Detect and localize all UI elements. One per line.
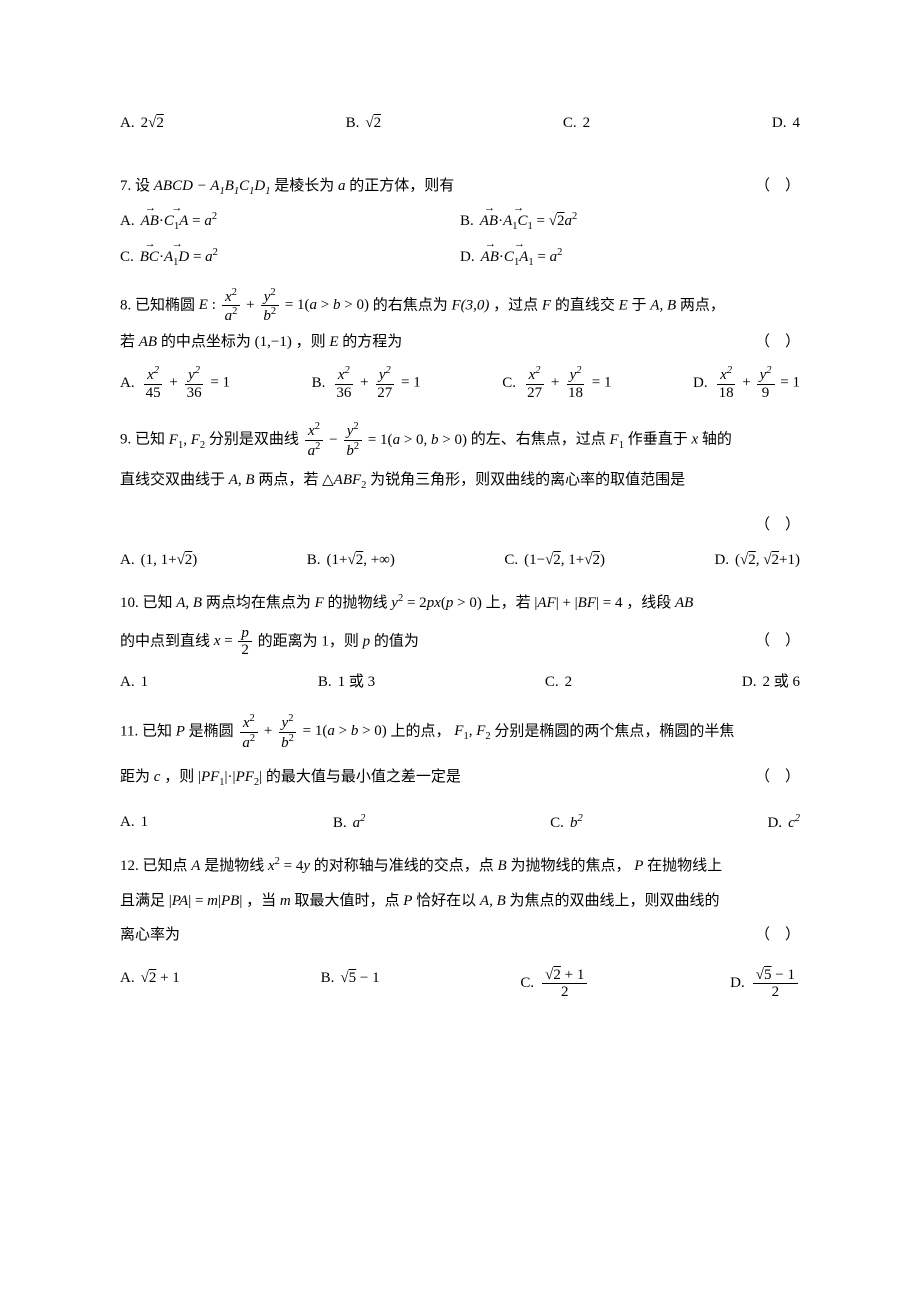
q9-stem-line2: 直线交双曲线于 A, B 两点，若 △ABF2 为锐角三角形，则双曲线的离心率的… [120,469,800,494]
q7-stem: 7. 设 ABCD − A1B1C1D1 是棱长为 a 的正方体，则有 （ ） [120,175,800,200]
q9-option-d: D. (√2, √2+1) [714,549,800,572]
q10-option-a: A. 1 [120,671,148,694]
q7-options-row1: A. AB·C1A = a2 B. AB·A1C1 = √2a2 [120,209,800,235]
opt-value: 2√2 [141,112,164,135]
q10-option-b: B. 1 或 3 [318,671,375,694]
q8-option-a: A. x245 + y236 = 1 [120,365,230,401]
q8-option-b: B. x236 + y227 = 1 [312,365,421,401]
q6-option-a: A. 2√2 [120,112,164,135]
q10: 10. 已知 A, B 两点均在焦点为 F 的抛物线 y2 = 2px(p > … [120,591,800,693]
answer-paren: （ ） [755,766,800,789]
q11-option-c: C. b2 [550,811,583,835]
answer-paren: （ ） [755,514,800,537]
q7-text: 7. 设 ABCD − A1B1C1D1 是棱长为 a 的正方体，则有 [120,175,454,200]
q9-option-c: C. (1−√2, 1+√2) [504,549,605,572]
q6-option-c: C. 2 [563,112,590,135]
q12-stem-line2: 且满足 |PA| = m|PB| ，当 m 取最大值时，点 P 恰好在以 A, … [120,890,800,913]
q9-options: A. (1, 1+√2) B. (1+√2, +∞) C. (1−√2, 1+√… [120,549,800,572]
q6-option-b: B. √2 [346,112,382,135]
q7-option-d: D. AB·C1A1 = a2 [460,245,800,271]
q7-option-c: C. BC·A1D = a2 [120,245,460,271]
opt-label: D. [772,112,787,135]
q8-option-d: D. x218 + y29 = 1 [693,365,800,401]
answer-paren: （ ） [755,331,800,354]
q9-option-a: A. (1, 1+√2) [120,549,197,572]
q10-options: A. 1 B. 1 或 3 C. 2 D. 2 或 6 [120,671,800,694]
answer-paren: （ ） [755,924,800,947]
q8-options: A. x245 + y236 = 1 B. x236 + y227 = 1 C.… [120,365,800,401]
q11-options: A. 1 B. a2 C. b2 D. c2 [120,811,800,835]
opt-label: B. [346,112,360,135]
q12-option-c: C. √2 + 12 [520,967,589,1001]
q9-paren-line: （ ） [120,514,800,537]
q12-options: A. √2 + 1 B. √5 − 1 C. √2 + 12 D. √5 − 1… [120,967,800,1001]
opt-value: √2 [365,112,381,135]
q10-option-d: D. 2 或 6 [742,671,800,694]
q11-option-b: B. a2 [333,811,366,835]
answer-paren: （ ） [755,175,800,198]
q7-options-row2: C. BC·A1D = a2 D. AB·C1A1 = a2 [120,245,800,271]
q9: 9. 已知 F1, F2 分别是双曲线 x2a2 − y2b2 = 1(a > … [120,421,800,571]
q6-options: A. 2√2 B. √2 C. 2 D. 4 [120,112,800,135]
q11-stem-line2: 距为 c ，则 |PF1|·|PF2| 的最大值与最小值之差一定是 （ ） [120,766,800,791]
q8-stem-line2: 若 AB 的中点坐标为 (1,−1) ，则 E 的方程为 （ ） [120,331,800,354]
q9-stem-line1: 9. 已知 F1, F2 分别是双曲线 x2a2 − y2b2 = 1(a > … [120,421,800,459]
q12-option-b: B. √5 − 1 [321,967,380,1001]
opt-label: A. [120,112,135,135]
q12: 12. 已知点 A 是抛物线 x2 = 4y 的对称轴与准线的交点，点 B 为抛… [120,854,800,1001]
q11-option-a: A. 1 [120,811,148,835]
q12-option-a: A. √2 + 1 [120,967,180,1001]
q11: 11. 已知 P 是椭圆 x2a2 + y2b2 = 1(a > b > 0) … [120,713,800,834]
q9-option-b: B. (1+√2, +∞) [307,549,395,572]
q10-stem-line2: 的中点到直线 x = p2 的距离为 1，则 p 的值为 （ ） [120,625,800,659]
opt-value: 2 [583,112,591,135]
q10-option-c: C. 2 [545,671,572,694]
q8-stem-line1: 8. 已知椭圆 E : x2a2 + y2b2 = 1(a > b > 0) 的… [120,287,800,325]
q11-option-d: D. c2 [767,811,800,835]
q10-stem-line1: 10. 已知 A, B 两点均在焦点为 F 的抛物线 y2 = 2px(p > … [120,591,800,615]
answer-paren: （ ） [755,630,800,653]
q8: 8. 已知椭圆 E : x2a2 + y2b2 = 1(a > b > 0) 的… [120,287,800,402]
opt-value: 4 [792,112,800,135]
q8-option-c: C. x227 + y218 = 1 [502,365,611,401]
q7: 7. 设 ABCD − A1B1C1D1 是棱长为 a 的正方体，则有 （ ） … [120,175,800,271]
q7-option-b: B. AB·A1C1 = √2a2 [460,209,800,235]
q11-stem-line1: 11. 已知 P 是椭圆 x2a2 + y2b2 = 1(a > b > 0) … [120,713,800,751]
q12-stem-line3: 离心率为 （ ） [120,924,800,947]
opt-label: C. [563,112,577,135]
q6-option-d: D. 4 [772,112,800,135]
q7-option-a: A. AB·C1A = a2 [120,209,460,235]
q12-option-d: D. √5 − 12 [730,967,800,1001]
q12-stem-line1: 12. 已知点 A 是抛物线 x2 = 4y 的对称轴与准线的交点，点 B 为抛… [120,854,800,878]
